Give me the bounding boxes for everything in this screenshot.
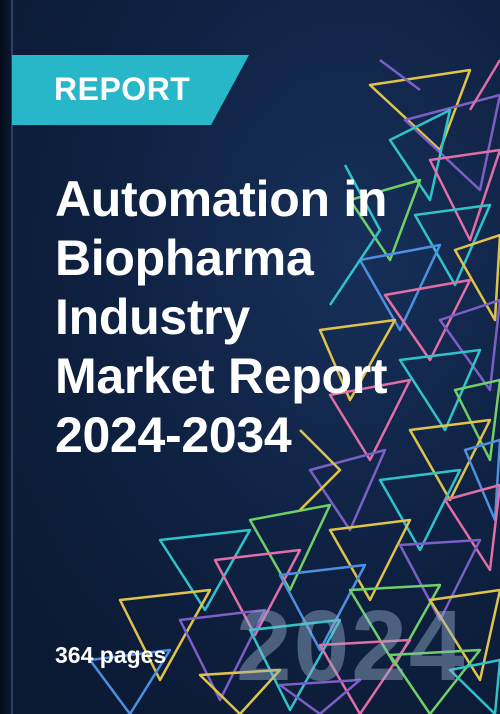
spine-edge	[11, 0, 13, 714]
badge-background	[12, 55, 249, 125]
title-line: Market Report	[55, 348, 388, 404]
report-badge: REPORT	[12, 55, 249, 125]
page-count: 364 pages	[55, 642, 167, 668]
title-line: Industry	[55, 289, 250, 345]
badge-label: REPORT	[54, 71, 191, 107]
book-spine	[0, 0, 12, 714]
title-line: 2024-2034	[55, 407, 292, 463]
title-line: Automation in	[55, 171, 388, 227]
report-title: Automation in Biopharma Industry Market …	[55, 170, 495, 465]
year-watermark: 2024	[236, 590, 467, 702]
title-line: Biopharma	[55, 230, 314, 286]
